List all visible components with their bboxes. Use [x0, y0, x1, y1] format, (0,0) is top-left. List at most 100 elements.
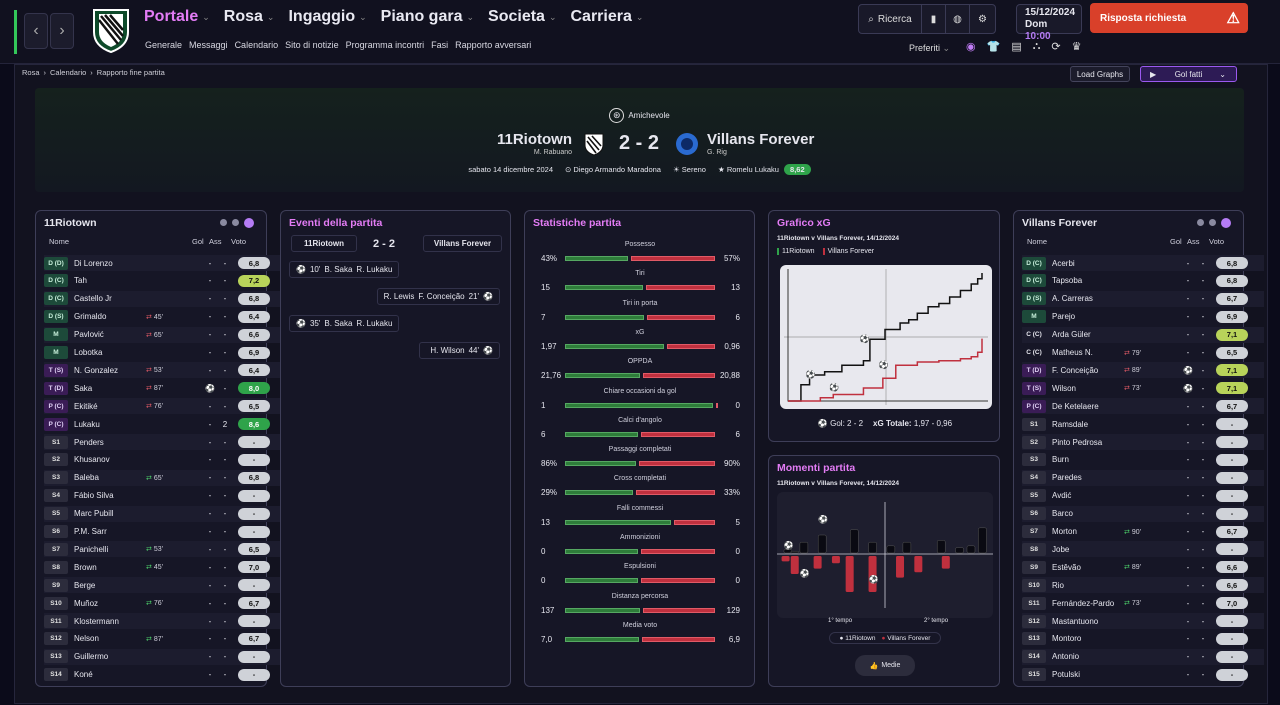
player-name[interactable]: Pinto Pedrosa [1052, 437, 1103, 447]
player-name[interactable]: Marc Pubill [74, 509, 114, 519]
away-team-name[interactable]: Villans Forever [707, 131, 815, 148]
tactics-icon[interactable]: ⛬ [1032, 40, 1041, 52]
player-row[interactable]: S13 Montoro - - - [1022, 631, 1264, 647]
player-name[interactable]: Di Lorenzo [74, 258, 113, 268]
bookmark-button[interactable]: ▮ [921, 5, 945, 33]
player-name[interactable]: Potulski [1052, 670, 1081, 680]
player-row[interactable]: S9 Estêvão ⇄ 89' - - 6,6 [1022, 559, 1264, 575]
view-toggle[interactable] [220, 218, 254, 228]
nav-item-0[interactable]: Portale ⌄ [144, 8, 210, 26]
player-row[interactable]: C (C) Arda Güler - - 7,1 [1022, 326, 1264, 343]
nav-item-3[interactable]: Piano gara ⌄ [381, 8, 474, 26]
subnav-item[interactable]: Calendario [234, 40, 279, 50]
player-name[interactable]: Paredes [1052, 473, 1082, 483]
player-row[interactable]: D (S) Grimaldo ⇄ 45' - - 6,4 [44, 309, 286, 325]
player-row[interactable]: S15 Potulski - - - [1022, 667, 1264, 683]
player-row[interactable]: S10 Muñoz ⇄ 76' - - 6,7 [44, 595, 286, 611]
player-row[interactable]: S4 Paredes - - - [1022, 469, 1264, 486]
trophy-icon[interactable]: ♛ [1071, 41, 1082, 53]
player-row[interactable]: T (D) Saka ⇄ 87' ⚽ - 8,0 [44, 380, 286, 396]
player-name[interactable]: Lukaku [74, 419, 100, 429]
player-name[interactable]: Avdić [1052, 491, 1072, 501]
player-row[interactable]: S8 Brown ⇄ 45' - - 7,0 [44, 559, 286, 575]
subnav-item[interactable]: Messaggi [189, 40, 228, 50]
search-button[interactable]: ⌕ Ricerca [859, 5, 921, 33]
player-row[interactable]: M Pavlović ⇄ 65' - - 6,6 [44, 326, 286, 343]
player-name[interactable]: Guillermo [74, 652, 109, 662]
player-name[interactable]: Castello Jr [74, 294, 112, 304]
player-row[interactable]: S7 Morton ⇄ 90' - - 6,7 [1022, 524, 1264, 540]
player-name[interactable]: Brown [74, 562, 97, 572]
player-row[interactable]: S6 Barco - - - [1022, 505, 1264, 522]
subnav-item[interactable]: Programma incontri [345, 40, 425, 50]
player-row[interactable]: S1 Penders - - - [44, 434, 286, 450]
subnav-item[interactable]: Rapporto avversari [455, 40, 532, 50]
player-name[interactable]: Muñoz [74, 598, 99, 608]
player-row[interactable]: S7 Panichelli ⇄ 53' - - 6,5 [44, 541, 286, 558]
player-name[interactable]: Arda Güler [1052, 330, 1091, 340]
player-row[interactable]: D (S) A. Carreras - - 6,7 [1022, 290, 1264, 307]
goals-dropdown[interactable]: ▶ Gol fatti ⌄ [1140, 66, 1237, 82]
player-row[interactable]: D (C) Tapsoba - - 6,8 [1022, 273, 1264, 289]
shirt-icon[interactable]: 👕 [986, 41, 1001, 53]
player-row[interactable]: S8 Jobe - - - [1022, 541, 1264, 558]
refresh-icon[interactable]: ⟳ [1051, 41, 1061, 53]
player-name[interactable]: Burn [1052, 455, 1069, 465]
player-name[interactable]: Ramsdale [1052, 419, 1089, 429]
player-name[interactable]: Nelson [74, 634, 99, 644]
player-name[interactable]: N. Gonzalez [74, 365, 119, 375]
nav-item-2[interactable]: Ingaggio ⌄ [288, 8, 366, 26]
player-name[interactable]: Barco [1052, 509, 1073, 519]
goal-event[interactable]: R. Lewis F. Conceição 21' ⚽ [376, 288, 500, 305]
player-row[interactable]: S10 Rio - - 6,6 [1022, 577, 1264, 594]
player-name[interactable]: Jobe [1052, 544, 1070, 554]
player-row[interactable]: S14 Antonio - - - [1022, 648, 1264, 665]
player-row[interactable]: S5 Marc Pubill - - - [44, 505, 286, 522]
player-name[interactable]: Tapsoba [1052, 276, 1083, 286]
date-box[interactable]: 15/12/2024 Dom 10:00 [1016, 4, 1082, 42]
player-row[interactable]: D (C) Castello Jr - - 6,8 [44, 290, 286, 307]
player-row[interactable]: S12 Nelson ⇄ 87' - - 6,7 [44, 631, 286, 647]
player-name[interactable]: Penders [74, 437, 104, 447]
player-name[interactable]: Saka [74, 383, 93, 393]
subnav-item[interactable]: Sito di notizie [285, 40, 339, 50]
player-row[interactable]: S12 Mastantuono - - - [1022, 613, 1264, 629]
away-manager[interactable]: G. Rig [707, 149, 727, 156]
player-row[interactable]: S9 Berge - - - [44, 577, 286, 594]
settings-button[interactable]: ⚙ [969, 5, 995, 33]
player-row[interactable]: P (C) De Ketelaere - - 6,7 [1022, 398, 1264, 415]
player-row[interactable]: M Parejo - - 6,9 [1022, 309, 1264, 325]
player-name[interactable]: Tah [74, 276, 87, 286]
player-row[interactable]: S5 Avdić - - - [1022, 488, 1264, 504]
player-row[interactable]: S2 Khusanov - - - [44, 452, 286, 468]
nav-item-1[interactable]: Rosa ⌄ [224, 8, 275, 26]
breadcrumb-item[interactable]: Calendario [50, 68, 87, 77]
player-row[interactable]: S11 Klostermann - - - [44, 613, 286, 629]
goal-event[interactable]: ⚽ 35' B. Saka R. Lukaku [289, 315, 400, 332]
load-graphs-button[interactable]: Load Graphs [1070, 66, 1130, 82]
back-button[interactable]: ‹ [24, 13, 48, 49]
player-row[interactable]: S14 Koné - - - [44, 667, 286, 683]
player-name[interactable]: A. Carreras [1052, 294, 1093, 304]
player-row[interactable]: M Lobotka - - 6,9 [44, 345, 286, 361]
nav-item-5[interactable]: Carriera ⌄ [571, 8, 644, 26]
player-name[interactable]: Ekitiké [74, 401, 98, 411]
player-name[interactable]: Berge [74, 580, 96, 590]
favorites-dropdown[interactable]: Preferiti ⌄ [909, 43, 950, 54]
player-row[interactable]: P (C) Ekitiké ⇄ 76' - - 6,5 [44, 398, 286, 415]
player-name[interactable]: Baleba [74, 473, 99, 483]
player-name[interactable]: Fábio Silva [74, 491, 114, 501]
player-name[interactable]: Fernández-Pardo [1052, 598, 1115, 608]
globe-button[interactable]: ◍ [945, 5, 969, 33]
player-row[interactable]: P (C) Lukaku -2 8,6 [44, 416, 286, 432]
player-name[interactable]: Matheus N. [1052, 348, 1093, 357]
player-name[interactable]: Morton [1052, 527, 1077, 536]
goal-event[interactable]: H. Wilson 44' ⚽ [419, 342, 500, 359]
player-row[interactable]: D (C) Acerbi - - 6,8 [1022, 255, 1264, 271]
club-crest-logo[interactable] [92, 6, 130, 54]
player-row[interactable]: S6 P.M. Sarr - - - [44, 524, 286, 540]
player-name[interactable]: Acerbi [1052, 258, 1075, 268]
player-name[interactable]: Mastantuono [1052, 616, 1099, 626]
home-manager[interactable]: M. Rabuano [533, 149, 572, 156]
player-name[interactable]: Rio [1052, 580, 1065, 590]
